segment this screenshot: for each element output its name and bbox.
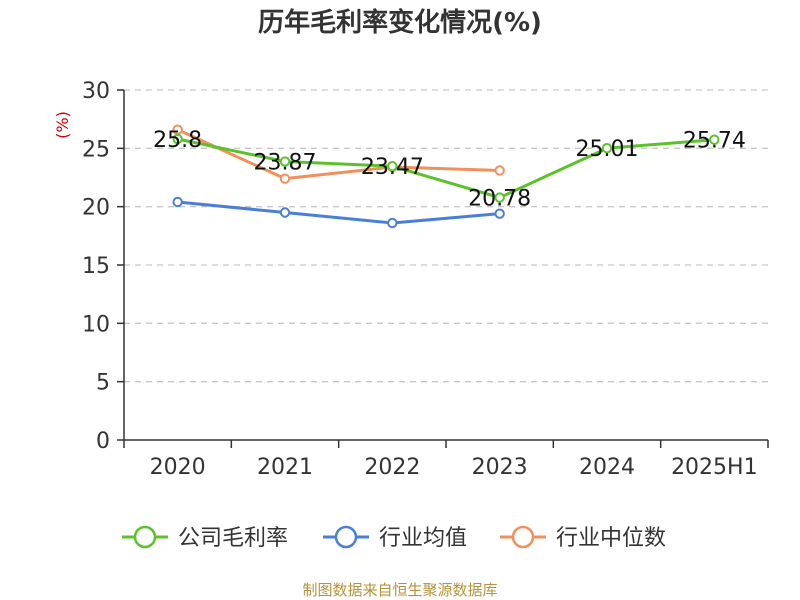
data-label: 23.87 bbox=[254, 151, 317, 176]
data-point[interactable] bbox=[279, 156, 291, 167]
y-tick-label: 15 bbox=[82, 254, 110, 279]
data-point[interactable] bbox=[172, 196, 183, 208]
x-tick-label: 2022 bbox=[364, 455, 420, 480]
data-labels: 25.8 23.87 23.47 20.78 25.01 25.74 bbox=[153, 128, 746, 212]
data-point[interactable] bbox=[172, 133, 183, 145]
y-tick-label: 10 bbox=[82, 312, 110, 337]
data-point[interactable] bbox=[709, 134, 720, 145]
y-tick-label: 20 bbox=[82, 196, 110, 221]
legend-item[interactable]: 行业均值 bbox=[323, 525, 467, 551]
legend-label: 公司毛利率 bbox=[178, 526, 288, 551]
source-note: 制图数据来自恒生聚源数据库 bbox=[302, 581, 497, 599]
y-tick-label: 25 bbox=[82, 137, 110, 162]
x-tick-label: 2025H1 bbox=[671, 455, 758, 480]
data-point[interactable] bbox=[494, 165, 505, 176]
legend-label: 行业均值 bbox=[379, 526, 467, 551]
grid-lines bbox=[124, 89, 768, 383]
data-point[interactable] bbox=[279, 173, 291, 184]
data-label: 25.8 bbox=[153, 128, 202, 153]
x-tick-label: 2023 bbox=[472, 455, 528, 480]
y-tick-label: 0 bbox=[96, 429, 110, 454]
legend-circle-marker bbox=[133, 525, 157, 549]
y-tick-label: 5 bbox=[96, 371, 110, 396]
legend[interactable]: 公司毛利率 行业均值 行业中位数 bbox=[122, 525, 666, 551]
legend-item[interactable]: 行业中位数 bbox=[500, 525, 666, 551]
chart-title: 历年毛利率变化情况(%) bbox=[258, 7, 542, 38]
y-tick-label: 30 bbox=[82, 79, 110, 104]
data-label: 23.47 bbox=[361, 155, 424, 180]
axes: 0 5 10 15 20 25 30 2020 2021 2022 2023 2024 2025H1 bbox=[82, 79, 769, 480]
x-tick-label: 2021 bbox=[257, 455, 313, 480]
data-point[interactable] bbox=[494, 208, 505, 219]
data-label: 20.78 bbox=[468, 187, 531, 212]
data-point[interactable] bbox=[279, 207, 291, 218]
data-label: 25.74 bbox=[683, 129, 746, 154]
data-point[interactable] bbox=[601, 143, 613, 154]
data-point[interactable] bbox=[494, 192, 505, 203]
series-line bbox=[177, 128, 500, 181]
legend-circle-marker bbox=[334, 525, 358, 549]
data-point[interactable] bbox=[387, 217, 398, 229]
legend-circle-marker bbox=[511, 525, 535, 549]
x-tick-label: 2020 bbox=[150, 455, 206, 480]
data-point[interactable] bbox=[387, 160, 398, 172]
series-line bbox=[177, 200, 500, 225]
legend-label: 行业中位数 bbox=[556, 526, 666, 551]
data-label: 25.01 bbox=[576, 137, 639, 162]
x-tick-label: 2024 bbox=[579, 455, 635, 480]
series-lines bbox=[172, 124, 720, 229]
series-line bbox=[177, 137, 715, 200]
legend-item[interactable]: 公司毛利率 bbox=[122, 525, 288, 551]
y-axis-unit-label: (%) bbox=[53, 111, 72, 139]
